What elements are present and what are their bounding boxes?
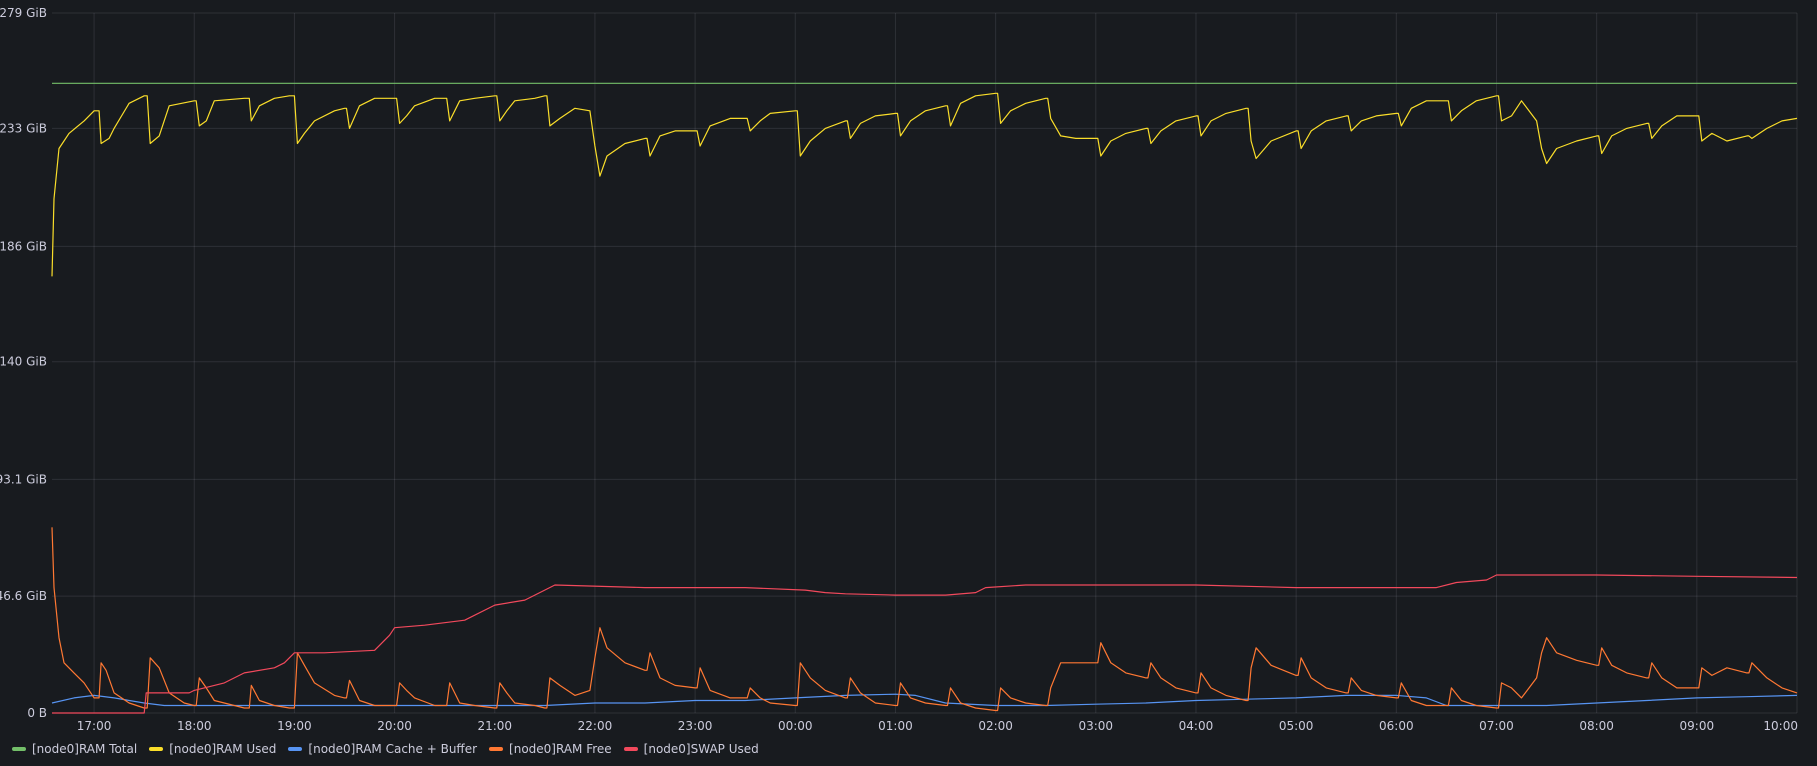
x-tick-label: 18:00 (177, 719, 212, 733)
x-tick-label: 10:00 (1763, 719, 1798, 733)
legend-item-ram-cache-buffer[interactable]: [node0]RAM Cache + Buffer (288, 742, 477, 756)
legend-label-ram-free: [node0]RAM Free (509, 742, 612, 756)
y-tick-label: 186 GiB (0, 239, 47, 253)
legend-swatch-ram-free (489, 747, 504, 751)
x-tick-label: 21:00 (477, 719, 512, 733)
legend-label-ram-total: [node0]RAM Total (32, 742, 138, 756)
x-tick-label: 08:00 (1579, 719, 1614, 733)
legend-swatch-ram-total (12, 747, 26, 751)
series-swap-used-line[interactable] (52, 574, 1798, 714)
y-tick-label: 46.6 GiB (0, 589, 47, 603)
y-tick-label: 93.1 GiB (0, 472, 47, 486)
grid (52, 12, 1798, 714)
legend-swatch-swap-used (623, 747, 638, 751)
x-tick-label: 00:00 (778, 719, 813, 733)
y-tick-label: 279 GiB (0, 6, 47, 20)
legend-label-ram-cache-buffer: [node0]RAM Cache + Buffer (308, 742, 478, 756)
x-tick-label: 20:00 (377, 719, 412, 733)
x-tick-label: 19:00 (277, 719, 312, 733)
legend-swatch-ram-used (149, 747, 164, 751)
x-tick-label: 17:00 (77, 719, 112, 733)
y-tick-label: 233 GiB (0, 121, 47, 135)
legend-item-ram-total[interactable]: [node0]RAM Total (12, 742, 137, 756)
legend-label-ram-used: [node0]RAM Used (169, 742, 277, 756)
legend-item-ram-free[interactable]: [node0]RAM Free (489, 742, 612, 756)
x-axis-labels: 17:00 18:00 19:00 20:00 21:00 22:00 23:00 00:00… (77, 719, 1798, 733)
x-tick-label: 03:00 (1078, 719, 1113, 733)
x-tick-label: 23:00 (678, 719, 713, 733)
x-tick-label: 09:00 (1680, 719, 1715, 733)
series-ram-used-line[interactable] (51, 92, 1798, 277)
x-tick-label: 01:00 (878, 719, 913, 733)
legend-item-swap-used[interactable]: [node0]SWAP Used (623, 742, 759, 756)
y-tick-label: 0 B (27, 706, 47, 720)
series-lines (51, 82, 1798, 714)
y-tick-label: 140 GiB (0, 355, 47, 369)
series-ram-cache-buffer-line[interactable] (51, 693, 1798, 707)
x-tick-label: 06:00 (1379, 719, 1414, 733)
x-tick-label: 02:00 (978, 719, 1013, 733)
series-ram-free-line[interactable] (51, 527, 1798, 712)
x-tick-label: 05:00 (1279, 719, 1314, 733)
x-tick-label: 22:00 (578, 719, 613, 733)
legend-swatch-ram-cache-buffer (288, 747, 303, 751)
legend-item-ram-used[interactable]: [node0]RAM Used (149, 742, 276, 756)
x-tick-label: 07:00 (1479, 719, 1514, 733)
legend: [node0]RAM Total [node0]RAM Used [node0]… (12, 739, 759, 759)
y-axis-labels: 0 B 46.6 GiB 93.1 GiB 140 GiB 186 GiB 233 GiB… (0, 6, 47, 720)
legend-label-swap-used: [node0]SWAP Used (643, 742, 759, 756)
x-tick-label: 04:00 (1179, 719, 1214, 733)
